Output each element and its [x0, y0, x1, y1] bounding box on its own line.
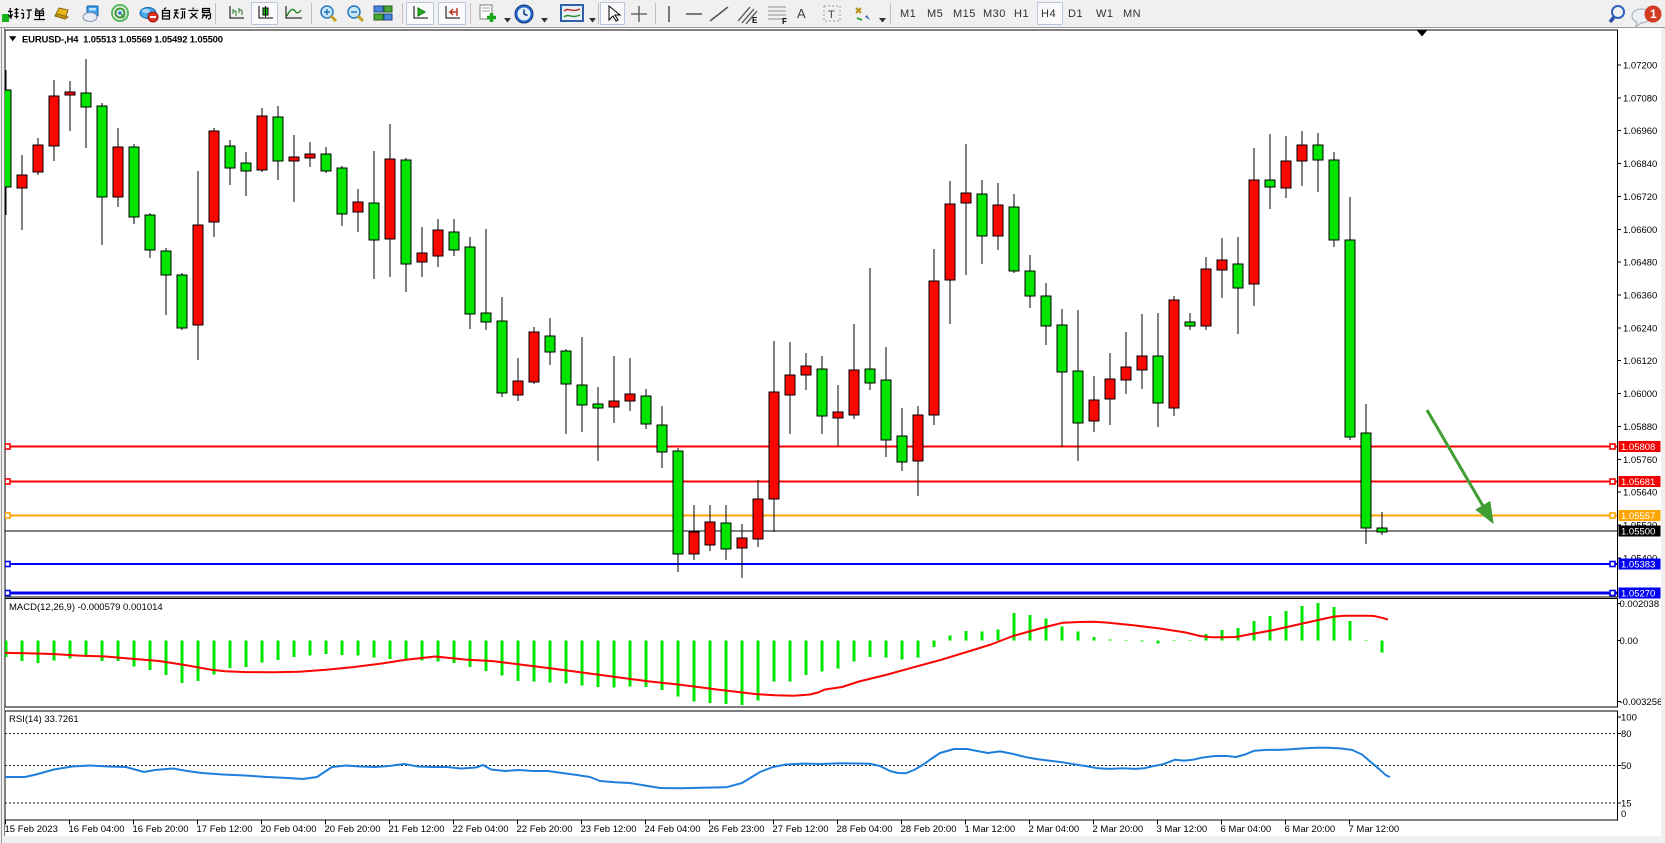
svg-text:100: 100 [1621, 713, 1637, 724]
svg-text:EURUSD-,H4 1.05513 1.05569 1.: EURUSD-,H4 1.05513 1.05569 1.05492 1.055… [22, 35, 223, 46]
svg-text:16 Feb 04:00: 16 Feb 04:00 [69, 824, 125, 835]
svg-text:RSI(14) 33.7261: RSI(14) 33.7261 [9, 714, 79, 725]
svg-text:22 Feb 20:00: 22 Feb 20:00 [517, 824, 573, 835]
svg-text:1.06120: 1.06120 [1623, 356, 1657, 367]
svg-text:1.05880: 1.05880 [1623, 422, 1657, 433]
svg-text:1.05557: 1.05557 [1621, 511, 1655, 522]
svg-text:1.06240: 1.06240 [1623, 323, 1657, 334]
svg-text:1.06480: 1.06480 [1623, 258, 1657, 269]
svg-text:1.05808: 1.05808 [1621, 442, 1655, 453]
svg-text:1.06840: 1.06840 [1623, 159, 1657, 170]
svg-text:6 Mar 20:00: 6 Mar 20:00 [1285, 824, 1336, 835]
svg-text:27 Feb 12:00: 27 Feb 12:00 [773, 824, 829, 835]
svg-text:20 Feb 20:00: 20 Feb 20:00 [325, 824, 381, 835]
svg-text:1.07080: 1.07080 [1623, 93, 1657, 104]
svg-text:1.06720: 1.06720 [1623, 192, 1657, 203]
svg-text:0: 0 [1621, 809, 1626, 820]
svg-text:24 Feb 04:00: 24 Feb 04:00 [645, 824, 701, 835]
svg-text:1.07200: 1.07200 [1623, 61, 1657, 72]
svg-text:28 Feb 04:00: 28 Feb 04:00 [837, 824, 893, 835]
svg-text:1.06360: 1.06360 [1623, 291, 1657, 302]
svg-text:20 Feb 04:00: 20 Feb 04:00 [261, 824, 317, 835]
svg-text:7 Mar 12:00: 7 Mar 12:00 [1349, 824, 1400, 835]
svg-text:1 Mar 12:00: 1 Mar 12:00 [965, 824, 1016, 835]
svg-text:17 Feb 12:00: 17 Feb 12:00 [197, 824, 253, 835]
svg-text:1.05640: 1.05640 [1623, 488, 1657, 499]
svg-text:3 Mar 12:00: 3 Mar 12:00 [1157, 824, 1208, 835]
svg-text:1.05270: 1.05270 [1621, 589, 1655, 600]
svg-text:28 Feb 20:00: 28 Feb 20:00 [901, 824, 957, 835]
svg-text:23 Feb 12:00: 23 Feb 12:00 [581, 824, 637, 835]
svg-text:15 Feb 2023: 15 Feb 2023 [5, 824, 58, 835]
svg-text:F: F [782, 17, 787, 25]
svg-text:-0.003256: -0.003256 [1620, 697, 1663, 708]
svg-text:22 Feb 04:00: 22 Feb 04:00 [453, 824, 509, 835]
svg-text:15: 15 [1621, 799, 1632, 810]
svg-text:1: 1 [1650, 7, 1657, 21]
svg-text:2 Mar 20:00: 2 Mar 20:00 [1093, 824, 1144, 835]
svg-text:T: T [828, 9, 835, 21]
svg-text:1.05681: 1.05681 [1621, 477, 1655, 488]
svg-text:50: 50 [1621, 761, 1632, 772]
svg-text:21 Feb 12:00: 21 Feb 12:00 [389, 824, 445, 835]
svg-text:0.002038: 0.002038 [1620, 599, 1660, 610]
svg-text:E: E [752, 16, 758, 25]
svg-text:1.06000: 1.06000 [1623, 389, 1657, 400]
svg-text:16 Feb 20:00: 16 Feb 20:00 [133, 824, 189, 835]
svg-text:MACD(12,26,9) -0.000579 0.0010: MACD(12,26,9) -0.000579 0.001014 [9, 602, 163, 613]
svg-text:1.05760: 1.05760 [1623, 455, 1657, 466]
svg-text:1.05500: 1.05500 [1621, 527, 1655, 538]
svg-text:0.00: 0.00 [1620, 636, 1639, 647]
svg-text:1.06600: 1.06600 [1623, 225, 1657, 236]
svg-text:2 Mar 04:00: 2 Mar 04:00 [1029, 824, 1080, 835]
svg-text:80: 80 [1621, 729, 1632, 740]
svg-text:6 Mar 04:00: 6 Mar 04:00 [1221, 824, 1272, 835]
svg-text:1.05383: 1.05383 [1621, 560, 1655, 571]
svg-text:1.06960: 1.06960 [1623, 126, 1657, 137]
svg-text:26 Feb 23:00: 26 Feb 23:00 [709, 824, 765, 835]
